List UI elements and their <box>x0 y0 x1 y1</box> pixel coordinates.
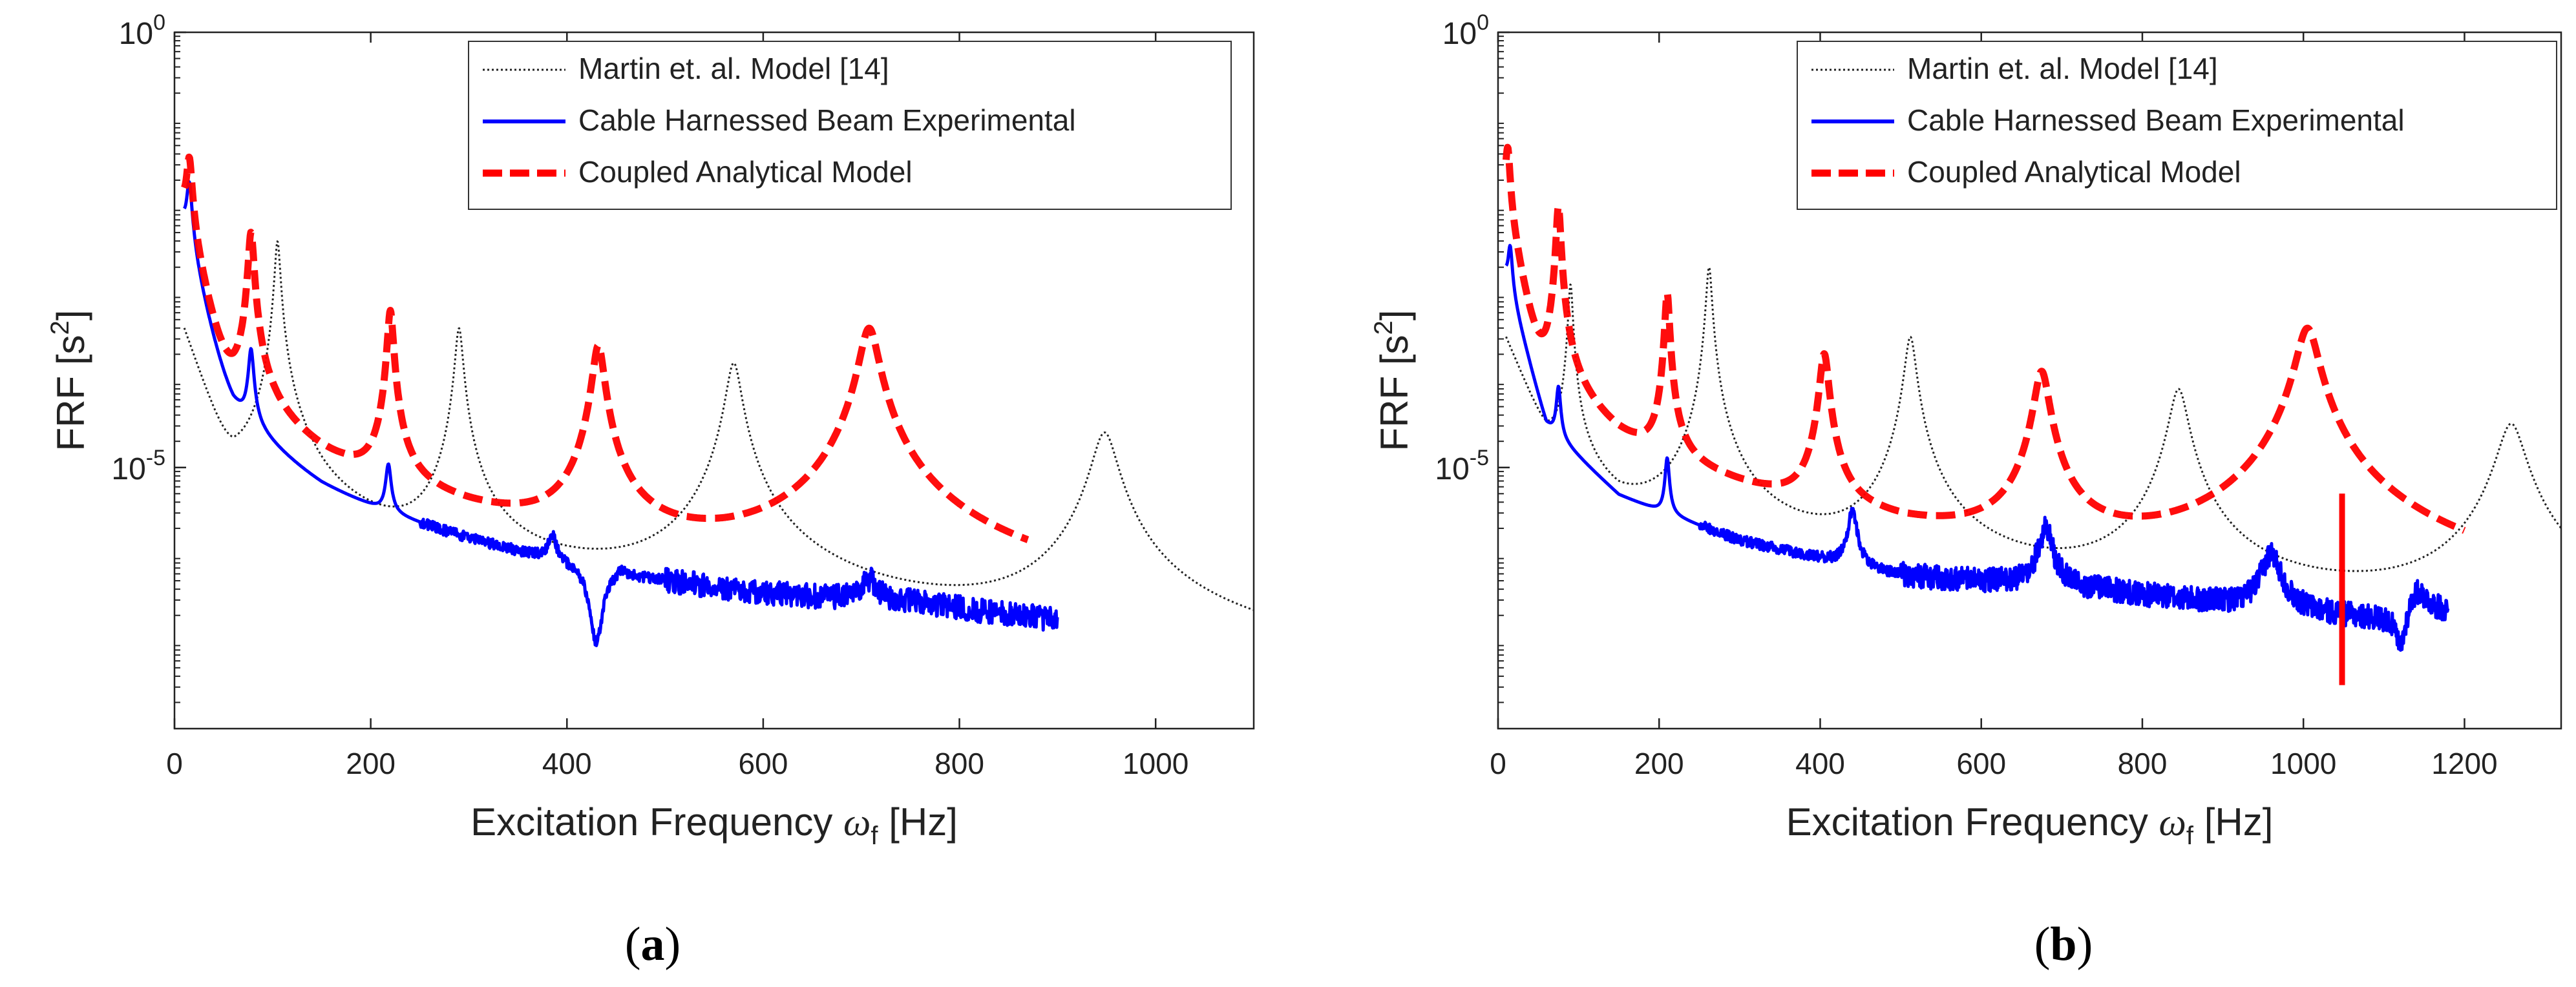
x-tick-label: 800 <box>934 747 984 780</box>
plot-area: 0 200 400 600 800 1000 100 10-5 Excitation Frequ… <box>46 10 1255 850</box>
legend-label: Coupled Analytical Model <box>578 155 913 189</box>
legend-label: Cable Harnessed Beam Experimental <box>578 103 1076 137</box>
x-tick-label: 200 <box>1634 747 1684 780</box>
series-group <box>181 153 1254 647</box>
x-axis-label: Excitation Frequency ωf [Hz] <box>1786 800 2274 850</box>
series-line-coupled-analytical <box>1503 143 2467 534</box>
series-line-martin-model <box>1505 266 2561 572</box>
y-tick-label: 100 <box>1442 10 1489 51</box>
x-tick-label: 600 <box>739 747 788 780</box>
x-tick-label: 1000 <box>2270 747 2336 780</box>
x-tick-label: 600 <box>1956 747 2006 780</box>
panel-caption-b: (b) <box>2034 918 2093 971</box>
x-tick-label: 400 <box>1795 747 1845 780</box>
legend-label: Coupled Analytical Model <box>1907 155 2241 189</box>
chart-b-svg: 0 200 400 600 800 1000 1200 100 10-5 Excitation F… <box>1369 10 2562 850</box>
series-line-experimental <box>183 180 1059 647</box>
x-tick-label: 0 <box>166 747 183 780</box>
y-tick-label: 10-5 <box>111 446 165 486</box>
chart-a-svg: 0 200 400 600 800 1000 100 10-5 Excitation Frequ… <box>46 10 1255 850</box>
series-group <box>1503 143 2561 685</box>
legend: Martin et. al. Model [14] Cable Harnessed… <box>468 41 1232 210</box>
plot-area: 0 200 400 600 800 1000 1200 100 10-5 Excitation F… <box>1369 10 2562 850</box>
y-axis-label: FRF [s2] <box>46 310 92 452</box>
legend-box <box>468 41 1232 210</box>
x-tick-label: 200 <box>346 747 396 780</box>
legend-box <box>1797 41 2557 210</box>
legend-label: Cable Harnessed Beam Experimental <box>1907 103 2405 137</box>
x-tick-label: 800 <box>2118 747 2168 780</box>
x-tick-label: 400 <box>542 747 592 780</box>
legend: Martin et. al. Model [14] Cable Harnessed… <box>1797 41 2557 210</box>
y-tick-label: 10-5 <box>1435 446 1489 486</box>
axes-frame <box>1497 31 2562 730</box>
chart-panel-b: 0 200 400 600 800 1000 1200 100 10-5 Excitation F… <box>1288 0 2576 987</box>
series-line-martin-model <box>183 240 1254 611</box>
legend-label: Martin et. al. Model [14] <box>1907 52 2218 85</box>
x-axis-label: Excitation Frequency ωf [Hz] <box>470 800 958 850</box>
axes-frame <box>173 31 1255 730</box>
y-axis-label: FRF [s2] <box>1369 310 1416 452</box>
legend-label: Martin et. al. Model [14] <box>578 52 889 85</box>
x-tick-label: 0 <box>1490 747 1506 780</box>
y-tick-label: 100 <box>119 10 165 51</box>
x-tick-label: 1200 <box>2431 747 2497 780</box>
series-line-experimental <box>1504 244 2450 652</box>
series-line-coupled-analytical <box>181 153 1031 543</box>
x-tick-label: 1000 <box>1123 747 1188 780</box>
chart-panel-a: 0 200 400 600 800 1000 100 10-5 Excitation Frequ… <box>46 10 1255 971</box>
panel-caption-a: (a) <box>624 918 681 971</box>
